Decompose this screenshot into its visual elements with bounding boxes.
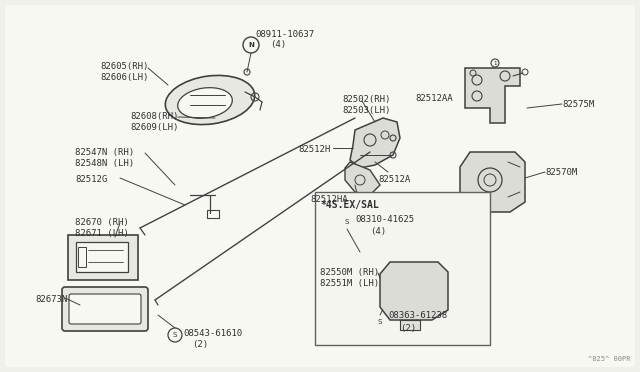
Text: 08310-41625: 08310-41625 <box>355 215 414 224</box>
FancyBboxPatch shape <box>69 294 141 324</box>
Polygon shape <box>465 68 520 123</box>
Text: 82512AA: 82512AA <box>415 94 452 103</box>
Bar <box>76 242 128 272</box>
Text: 82575M: 82575M <box>562 100 595 109</box>
Text: 82670 (RH): 82670 (RH) <box>75 218 129 227</box>
Bar <box>315 192 490 345</box>
Text: S: S <box>378 319 382 325</box>
Text: 82609(LH): 82609(LH) <box>130 123 179 132</box>
Text: 08543-61610: 08543-61610 <box>183 329 242 338</box>
Text: 82512A: 82512A <box>378 175 410 184</box>
Polygon shape <box>350 118 400 168</box>
Text: S: S <box>345 219 349 225</box>
Text: 82512H: 82512H <box>298 145 330 154</box>
Text: 1: 1 <box>493 61 497 65</box>
Text: 82512HA: 82512HA <box>310 195 348 204</box>
Text: 82550M (RH): 82550M (RH) <box>320 268 379 277</box>
Text: 82606(LH): 82606(LH) <box>100 73 148 82</box>
Text: (4): (4) <box>270 40 286 49</box>
Bar <box>400 320 420 330</box>
Bar <box>78 247 86 267</box>
Text: 82548N (LH): 82548N (LH) <box>75 159 134 168</box>
Text: 82512G: 82512G <box>75 175 108 184</box>
Text: 82547N (RH): 82547N (RH) <box>75 148 134 157</box>
Ellipse shape <box>165 76 255 125</box>
Text: (4): (4) <box>370 227 386 236</box>
Text: 82551M (LH): 82551M (LH) <box>320 279 379 288</box>
Text: 82673N: 82673N <box>35 295 67 304</box>
Text: 82570M: 82570M <box>545 168 577 177</box>
Ellipse shape <box>178 88 232 118</box>
Text: 82503(LH): 82503(LH) <box>342 106 390 115</box>
Text: (2): (2) <box>400 324 416 333</box>
Text: 08363-61238: 08363-61238 <box>388 311 447 321</box>
Text: 82608(RH): 82608(RH) <box>130 112 179 121</box>
Polygon shape <box>460 152 525 212</box>
Text: (2): (2) <box>192 340 208 349</box>
FancyBboxPatch shape <box>62 287 148 331</box>
Text: N: N <box>248 42 254 48</box>
Bar <box>68 235 138 280</box>
Text: 82605(RH): 82605(RH) <box>100 62 148 71</box>
Bar <box>207 210 219 218</box>
Text: S: S <box>173 332 177 338</box>
Text: ^825^ 00PR: ^825^ 00PR <box>588 356 630 362</box>
Polygon shape <box>345 162 380 195</box>
Text: *4S.EX/SAL: *4S.EX/SAL <box>320 200 379 210</box>
Text: 08911-10637: 08911-10637 <box>255 30 314 39</box>
Text: 82671 (LH): 82671 (LH) <box>75 229 129 238</box>
Text: 82502(RH): 82502(RH) <box>342 95 390 104</box>
Polygon shape <box>380 262 448 320</box>
